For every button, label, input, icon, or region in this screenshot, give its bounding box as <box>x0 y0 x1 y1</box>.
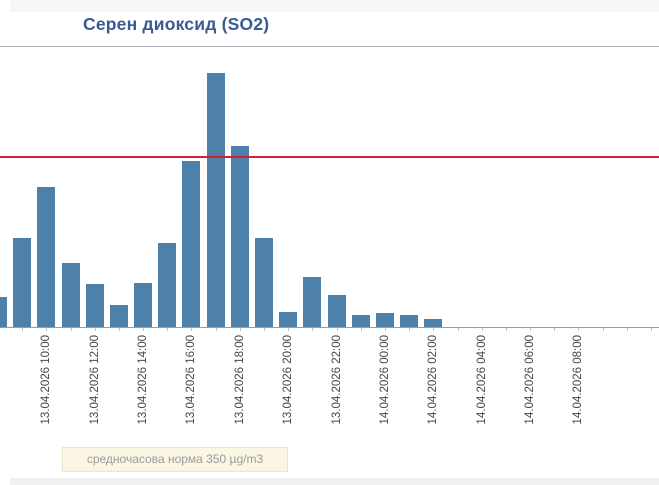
axis-tick <box>119 328 120 331</box>
bar <box>206 73 225 327</box>
bar <box>37 187 56 327</box>
axis-tick <box>458 328 459 331</box>
bar <box>230 146 249 327</box>
bar <box>303 277 322 327</box>
axis-tick <box>191 328 192 331</box>
x-axis-label: 14.04.2026 00:00 <box>379 335 391 425</box>
x-axis-label: 14.04.2026 02:00 <box>427 335 439 425</box>
plot-area <box>0 60 659 327</box>
bar <box>109 305 128 327</box>
axis-tick <box>433 328 434 331</box>
top-strip <box>10 0 659 12</box>
axis-tick <box>337 328 338 331</box>
bar <box>279 312 298 327</box>
bar <box>255 238 274 327</box>
title-divider <box>0 46 659 47</box>
x-ticks <box>0 328 659 332</box>
bar <box>158 243 177 327</box>
bar <box>13 238 32 327</box>
x-axis-label: 14.04.2026 06:00 <box>524 335 536 425</box>
axis-tick <box>651 328 652 331</box>
bottom-strip <box>10 478 659 485</box>
axis-tick <box>530 328 531 331</box>
x-axis-label: 13.04.2026 10:00 <box>40 335 52 425</box>
bar <box>134 283 153 327</box>
axis-tick <box>288 328 289 331</box>
axis-tick <box>216 328 217 331</box>
axis-tick <box>143 328 144 331</box>
x-axis-line <box>0 327 659 328</box>
bar <box>375 313 394 327</box>
bar <box>61 263 80 327</box>
bar <box>424 319 443 327</box>
axis-tick <box>627 328 628 331</box>
axis-tick <box>22 328 23 331</box>
chart-title: Серен диоксид (SO2) <box>83 14 270 34</box>
axis-tick <box>554 328 555 331</box>
axis-tick <box>312 328 313 331</box>
x-labels: 13.04.2026 10:00 13.04.2026 12:00 13.04.20… <box>0 335 659 435</box>
axis-tick <box>603 328 604 331</box>
x-axis-label: 13.04.2026 20:00 <box>282 335 294 425</box>
axis-tick <box>482 328 483 331</box>
bar <box>0 297 7 327</box>
x-axis-label: 13.04.2026 18:00 <box>234 335 246 425</box>
x-axis-label: 13.04.2026 16:00 <box>185 335 197 425</box>
axis-tick <box>409 328 410 331</box>
bar <box>182 161 201 327</box>
axis-tick <box>578 328 579 331</box>
axis-tick <box>95 328 96 331</box>
axis-tick <box>71 328 72 331</box>
bar <box>85 284 104 327</box>
x-axis-label: 14.04.2026 08:00 <box>572 335 584 425</box>
x-axis-label: 13.04.2026 14:00 <box>137 335 149 425</box>
x-axis-label: 14.04.2026 04:00 <box>476 335 488 425</box>
norm-line <box>0 156 659 158</box>
axis-tick <box>167 328 168 331</box>
axis-tick <box>385 328 386 331</box>
bar <box>351 315 370 327</box>
bar <box>327 295 346 327</box>
x-axis-label: 13.04.2026 22:00 <box>331 335 343 425</box>
bar <box>400 315 419 327</box>
x-axis-label: 13.04.2026 12:00 <box>89 335 101 425</box>
axis-tick <box>46 328 47 331</box>
axis-tick <box>240 328 241 331</box>
axis-tick <box>361 328 362 331</box>
axis-tick <box>264 328 265 331</box>
axis-tick <box>506 328 507 331</box>
norm-legend: средночасова норма 350 µg/m3 <box>62 447 288 472</box>
